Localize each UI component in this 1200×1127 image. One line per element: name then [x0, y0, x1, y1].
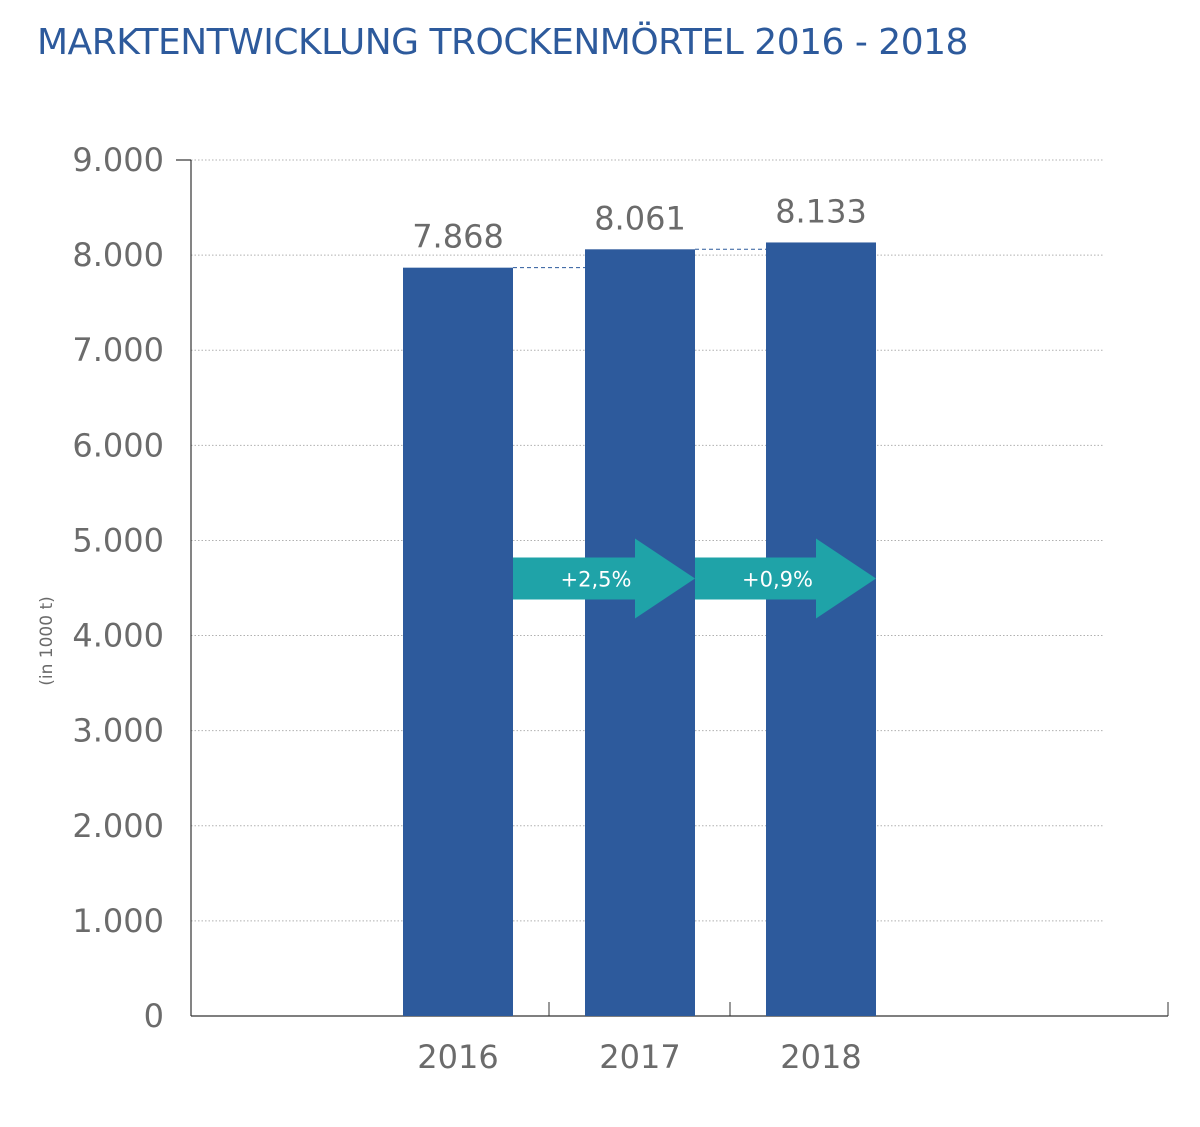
annotations: [513, 248, 876, 619]
y-tick-label: 8.000: [72, 236, 164, 274]
y-tick-label: 4.000: [72, 617, 164, 655]
y-tick-label: 1.000: [72, 902, 164, 940]
y-tick-label: 6.000: [72, 426, 164, 464]
x-tick-label: 2017: [599, 1038, 680, 1076]
bar-2018: [766, 242, 876, 1017]
value-label: 7.868: [412, 218, 504, 256]
value-label: 8.133: [775, 192, 867, 230]
labels: 0 1.000 2.000 3.000 4.000 5.000 6.000 7.000 8.00…: [37, 141, 867, 1076]
growth-label: +0,9%: [742, 567, 813, 591]
growth-arrow: [513, 538, 695, 619]
y-tick-label: 0: [144, 997, 164, 1035]
y-axis-label: (in 1000 t): [37, 596, 57, 686]
x-tick-label: 2016: [417, 1038, 498, 1076]
x-tick-label: 2018: [780, 1038, 861, 1076]
growth-arrow: [695, 538, 876, 619]
chart-title: MARKTENTWICKLUNG TROCKENMÖRTEL 2016 - 20…: [37, 22, 968, 63]
bar-2017: [585, 249, 695, 1016]
value-label: 8.061: [594, 199, 686, 237]
y-tick-label: 2.000: [72, 807, 164, 845]
bar-2016: [403, 267, 513, 1016]
bars: [403, 242, 876, 1017]
y-tick-label: 3.000: [72, 712, 164, 750]
y-tick-label: 5.000: [72, 521, 164, 559]
y-tick-label: 9.000: [72, 141, 164, 179]
y-tick-label: 7.000: [72, 331, 164, 369]
growth-label: +2,5%: [561, 567, 632, 591]
